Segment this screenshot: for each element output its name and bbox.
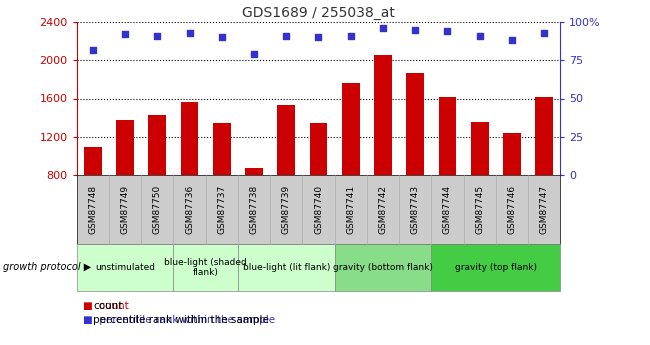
Point [346, 33, 356, 39]
Bar [471, 122, 489, 175]
Bar [342, 83, 359, 175]
Point [216, 34, 227, 40]
Point [313, 34, 324, 40]
Text: GSM87739: GSM87739 [281, 185, 291, 234]
Text: GSM87745: GSM87745 [475, 185, 484, 234]
Text: GSM87749: GSM87749 [120, 185, 129, 234]
Bar [439, 97, 456, 175]
Bar [245, 168, 263, 175]
Point [88, 47, 98, 52]
Title: GDS1689 / 255038_at: GDS1689 / 255038_at [242, 6, 395, 20]
Point [410, 27, 421, 32]
Point [281, 33, 291, 39]
Point [185, 30, 195, 36]
Bar [181, 102, 198, 175]
Text: ■  count: ■ count [83, 301, 129, 311]
Text: gravity (top flank): gravity (top flank) [455, 263, 537, 272]
Bar [278, 105, 295, 175]
Bar [503, 133, 521, 175]
Text: GSM87736: GSM87736 [185, 185, 194, 234]
Text: GSM87737: GSM87737 [217, 185, 226, 234]
Text: gravity (bottom flank): gravity (bottom flank) [333, 263, 433, 272]
Text: GSM87747: GSM87747 [540, 185, 549, 234]
Bar [536, 97, 553, 175]
Text: unstimulated: unstimulated [95, 263, 155, 272]
Text: GSM87742: GSM87742 [378, 185, 387, 234]
Point [152, 33, 162, 39]
Text: blue-light (shaded
flank): blue-light (shaded flank) [164, 258, 247, 277]
Text: count: count [93, 301, 122, 311]
Point [378, 26, 388, 31]
Bar [116, 120, 134, 175]
Bar [84, 147, 101, 175]
Text: GSM87741: GSM87741 [346, 185, 356, 234]
Text: growth protocol ▶: growth protocol ▶ [3, 262, 92, 272]
Bar [309, 124, 328, 175]
Bar [374, 55, 392, 175]
Text: GSM87746: GSM87746 [508, 185, 517, 234]
Text: blue-light (lit flank): blue-light (lit flank) [242, 263, 330, 272]
Text: GSM87748: GSM87748 [88, 185, 98, 234]
Point [539, 30, 549, 36]
Bar [406, 73, 424, 175]
Point [249, 51, 259, 57]
Text: GSM87740: GSM87740 [314, 185, 323, 234]
Point [442, 28, 452, 34]
Point [120, 31, 130, 37]
Text: GSM87750: GSM87750 [153, 185, 162, 234]
Text: ■  percentile rank within the sample: ■ percentile rank within the sample [83, 315, 276, 325]
Text: GSM87743: GSM87743 [411, 185, 420, 234]
Point [507, 38, 517, 43]
Text: GSM87744: GSM87744 [443, 185, 452, 234]
Bar [148, 115, 166, 175]
Bar [213, 124, 231, 175]
Text: percentile rank within the sample: percentile rank within the sample [93, 315, 269, 325]
Text: GSM87738: GSM87738 [250, 185, 259, 234]
Point [474, 33, 485, 39]
